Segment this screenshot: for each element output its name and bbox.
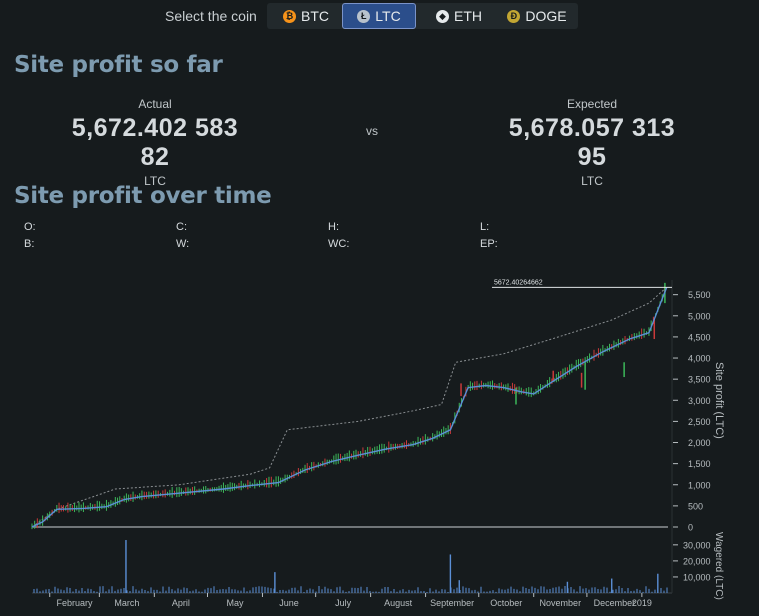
profit-chart[interactable]: 0 500 1,000 1,500 2,000 2,500 3,000 3,500 4,000 4… [0, 262, 759, 616]
profit-tick-label: 2,000 [688, 438, 711, 448]
x-tick-label: June [279, 598, 299, 608]
ohlc-b: B: [24, 238, 35, 250]
profit-axis-label: Site profit (LTC) [713, 362, 725, 439]
profit-tick-label: 5,000 [688, 311, 711, 321]
coin-selector-label: Select the coin [165, 8, 257, 24]
x-tick-label: 2019 [632, 598, 652, 608]
coin-button-doge[interactable]: Ð DOGE [499, 3, 575, 29]
x-tick-label: August [384, 598, 413, 608]
ohlc-high: H: [328, 221, 339, 233]
profit-tick-label: 4,000 [688, 354, 711, 364]
wagered-tick-label: 10,000 [683, 572, 711, 582]
x-tick-label: April [172, 598, 190, 608]
current-value-label: 5672.40264662 [494, 279, 543, 286]
x-tick-label: October [490, 598, 522, 608]
coin-button-ltc[interactable]: Ł LTC [342, 3, 416, 29]
coin-selector: Select the coin ₿ BTC Ł LTC ◆ ETH Ð DOGE [0, 3, 759, 29]
expected-unit: LTC [581, 174, 603, 188]
ohlc-low: L: [480, 221, 490, 233]
coin-button-group: ₿ BTC Ł LTC ◆ ETH Ð DOGE [267, 3, 578, 29]
ohlc-open: O: [24, 221, 36, 233]
profit-over-time-title: Site profit over time [14, 183, 272, 209]
expected-label: Expected [566, 97, 618, 111]
profit-tick-label: 5,500 [688, 290, 711, 300]
coin-button-label: BTC [301, 8, 329, 24]
dogecoin-icon: Ð [507, 9, 521, 23]
ethereum-icon: ◆ [436, 9, 449, 23]
actual-profit-stat: Actual 5,672.402 583 82 LTC [55, 97, 255, 188]
profit-tick-label: 2,500 [688, 417, 711, 427]
coin-button-label: DOGE [525, 8, 567, 24]
expected-value: 5,678.057 313 95 [508, 114, 676, 171]
x-tick-label: November [540, 598, 582, 608]
profit-tick-label: 1,000 [688, 480, 711, 490]
actual-label: Actual [138, 97, 172, 111]
x-tick-label: May [226, 598, 244, 608]
ohlc-w: W: [176, 238, 190, 250]
profit-tick-label: 1,500 [688, 459, 711, 469]
x-tick-label: July [335, 598, 352, 608]
vs-label: vs [366, 124, 378, 138]
litecoin-icon: Ł [357, 9, 371, 23]
profit-tick-label: 4,500 [688, 332, 711, 342]
bitcoin-icon: ₿ [283, 9, 296, 23]
actual-profit-line [31, 287, 668, 528]
x-tick-label: December [594, 598, 636, 608]
ohlc-ep: EP: [480, 238, 498, 250]
x-tick-label: September [430, 598, 474, 608]
wagered-axis-label: Wagered (LTC) [713, 532, 724, 600]
profit-tick-label: 0 [688, 523, 693, 533]
profit-so-far-title: Site profit so far [14, 52, 223, 78]
x-tick-label: February [57, 598, 94, 608]
profit-tick-label: 3,500 [688, 375, 711, 385]
coin-button-label: ETH [454, 8, 482, 24]
ohlc-wc: WC: [328, 238, 350, 250]
coin-button-btc[interactable]: ₿ BTC [271, 3, 341, 29]
coin-button-label: LTC [375, 8, 401, 24]
x-tick-label: March [114, 598, 139, 608]
expected-profit-line [31, 286, 668, 528]
actual-unit: LTC [144, 174, 166, 188]
actual-value: 5,672.402 583 82 [71, 114, 239, 171]
profit-tick-label: 3,000 [688, 396, 711, 406]
wagered-tick-label: 30,000 [683, 540, 711, 550]
expected-profit-stat: Expected 5,678.057 313 95 LTC [492, 97, 692, 188]
coin-button-eth[interactable]: ◆ ETH [422, 3, 496, 29]
wagered-tick-label: 20,000 [683, 556, 711, 566]
profit-tick-label: 500 [688, 501, 703, 511]
ohlc-close: C: [176, 221, 187, 233]
